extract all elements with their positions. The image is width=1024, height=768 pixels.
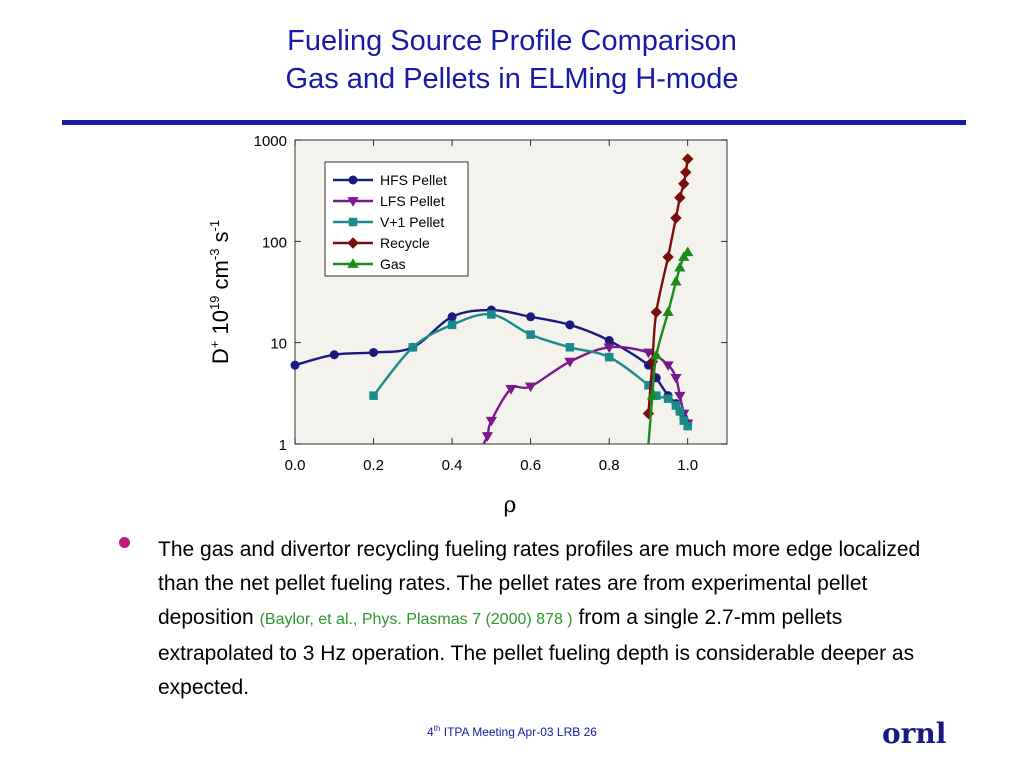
data-point-diamond: [674, 191, 686, 204]
data-point-diamond: [662, 251, 674, 263]
data-point-square: [447, 320, 457, 330]
data-point-triangle-down: [662, 361, 674, 371]
bullet-text-part1: The gas and divertor recycling fueling r…: [158, 538, 921, 629]
x-tick-label: 0.4: [442, 457, 463, 474]
data-point-triangle-up: [347, 258, 359, 268]
legend-label: HFS Pellet: [380, 172, 447, 188]
data-point-triangle-up: [662, 306, 674, 316]
data-point-square: [565, 343, 575, 352]
data-point-triangle-down: [642, 348, 655, 359]
ornl-logo: ornl: [882, 717, 946, 750]
legend: HFS Pellet LFS Pellet V+1 Pellet Recycle Gas: [324, 161, 469, 277]
data-point-triangle-down: [347, 197, 359, 207]
data-point-triangle-down: [564, 357, 576, 368]
y-tick-label: 100: [262, 234, 287, 251]
data-point-square: [675, 407, 685, 416]
data-point-circle: [348, 175, 358, 185]
slide-footer: 4th ITPA Meeting Apr-03 LRB 26: [0, 724, 1024, 739]
data-point-triangle-down: [481, 432, 494, 442]
data-point-square: [604, 352, 614, 362]
data-point-triangle-up: [670, 275, 682, 286]
x-tick-label: 0.2: [363, 457, 384, 474]
data-point-square: [369, 391, 378, 400]
data-point-triangle-up: [646, 389, 659, 400]
slide-title-line2: Gas and Pellets in ELMing H-mode: [285, 63, 739, 95]
y-tick-label: 1000: [254, 133, 287, 150]
footer-text: ITPA Meeting Apr-03 LRB 26: [440, 725, 597, 739]
bullet-text-part2: from a single 2.7-mm pellets extrapolate…: [158, 606, 915, 699]
data-point-square: [683, 421, 692, 431]
data-point-triangle-down: [505, 385, 517, 395]
data-point-circle: [565, 320, 575, 330]
data-point-triangle-up: [682, 246, 694, 257]
data-point-square: [663, 394, 673, 403]
data-point-diamond: [347, 237, 359, 249]
legend-label: Gas: [380, 256, 406, 272]
x-tick-label: 0.6: [520, 457, 541, 474]
data-point-diamond: [678, 178, 690, 190]
slide-title-line1: Fueling Source Profile Comparison: [287, 25, 737, 57]
data-point-diamond: [650, 306, 663, 318]
data-point-square: [487, 310, 496, 319]
legend-label: LFS Pellet: [380, 193, 445, 209]
data-point-circle: [447, 312, 457, 322]
x-tick-label: 1.0: [677, 457, 698, 474]
legend-label: Recycle: [380, 235, 430, 251]
series-v-1-pellet: [369, 310, 692, 431]
data-point-triangle-down: [670, 373, 682, 384]
data-point-circle: [329, 350, 339, 360]
series-layer: [290, 153, 694, 445]
data-point-diamond: [680, 166, 692, 179]
bullet-text: The gas and divertor recycling fueling r…: [158, 533, 938, 705]
x-tick-label: 0.0: [285, 457, 306, 474]
data-point-square: [526, 330, 535, 339]
footer-number: 4: [427, 725, 434, 739]
y-tick-label: 10: [270, 336, 287, 353]
footer-sup: th: [433, 724, 441, 733]
data-point-triangle-up: [674, 261, 686, 272]
data-point-triangle-down: [674, 391, 686, 402]
x-tick-label: 0.8: [599, 457, 620, 474]
data-point-circle: [604, 336, 614, 346]
data-point-diamond: [670, 212, 682, 224]
bullet-citation: (Baylor, et al., Phys. Plasmas 7 (2000) …: [259, 611, 573, 628]
y-axis-label: D+ 1019 cm-3 s-1: [207, 220, 233, 364]
data-point-triangle-down: [603, 343, 615, 354]
data-point-square: [348, 217, 358, 227]
y-tick-label: 1: [279, 437, 287, 454]
data-point-circle: [369, 347, 379, 357]
axis-ticks: 0.0 0.2 0.4 0.6 0.8 1.0 1 10 100 1000: [254, 133, 727, 474]
data-point-triangle-down: [485, 416, 497, 427]
data-point-circle: [526, 312, 536, 322]
bullet-icon: [119, 537, 130, 548]
data-point-triangle-up: [650, 349, 662, 360]
series-gas: [646, 246, 694, 445]
data-point-diamond: [682, 153, 694, 165]
data-point-triangle-up: [678, 251, 690, 261]
legend-label: V+1 Pellet: [380, 214, 444, 230]
svg-text:ornl: ornl: [882, 717, 946, 750]
series-recycle: [642, 153, 694, 420]
title-divider: [62, 120, 966, 125]
data-point-triangle-down: [525, 382, 537, 393]
data-point-square: [408, 343, 418, 352]
x-axis-label: ρ: [504, 493, 517, 518]
data-point-circle: [290, 360, 300, 370]
